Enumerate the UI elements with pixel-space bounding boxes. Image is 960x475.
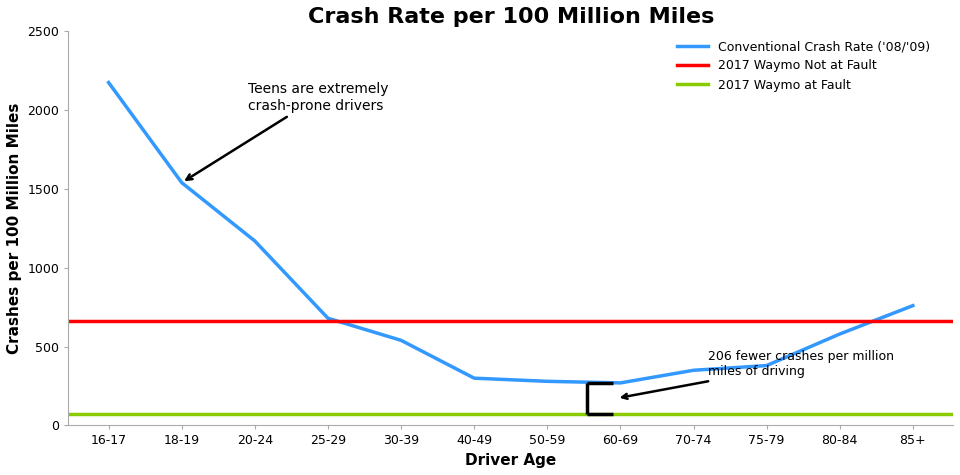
Conventional Crash Rate ('08/'09) (907, 303, 919, 308)
Conventional Crash Rate ('08/'09) (614, 380, 626, 386)
Conventional Crash Rate ('08/'09) (761, 363, 773, 369)
2017 Waymo Not at Fault (103, 319, 114, 324)
Conventional Crash Rate ('08/'09) (176, 180, 187, 186)
Conventional Crash Rate ('08/'09) (541, 379, 553, 384)
Conventional Crash Rate ('08/'09) (249, 238, 260, 244)
2017 Waymo Not at Fault (176, 319, 187, 324)
Conventional Crash Rate ('08/'09) (103, 80, 114, 86)
Text: Teens are extremely
crash-prone drivers: Teens are extremely crash-prone drivers (186, 82, 388, 180)
Conventional Crash Rate ('08/'09) (323, 315, 334, 321)
Y-axis label: Crashes per 100 Million Miles: Crashes per 100 Million Miles (7, 103, 22, 354)
Legend: Conventional Crash Rate ('08/'09), 2017 Waymo Not at Fault, 2017 Waymo at Fault: Conventional Crash Rate ('08/'09), 2017 … (672, 35, 935, 97)
Conventional Crash Rate ('08/'09) (834, 331, 846, 337)
Title: Crash Rate per 100 Million Miles: Crash Rate per 100 Million Miles (307, 7, 714, 27)
Conventional Crash Rate ('08/'09) (687, 368, 699, 373)
Text: 206 fewer crashes per million
miles of driving: 206 fewer crashes per million miles of d… (622, 350, 894, 399)
X-axis label: Driver Age: Driver Age (465, 453, 557, 468)
Line: Conventional Crash Rate ('08/'09): Conventional Crash Rate ('08/'09) (108, 83, 913, 383)
2017 Waymo at Fault (176, 411, 187, 417)
2017 Waymo at Fault (103, 411, 114, 417)
Conventional Crash Rate ('08/'09) (468, 375, 480, 381)
Conventional Crash Rate ('08/'09) (396, 337, 407, 343)
